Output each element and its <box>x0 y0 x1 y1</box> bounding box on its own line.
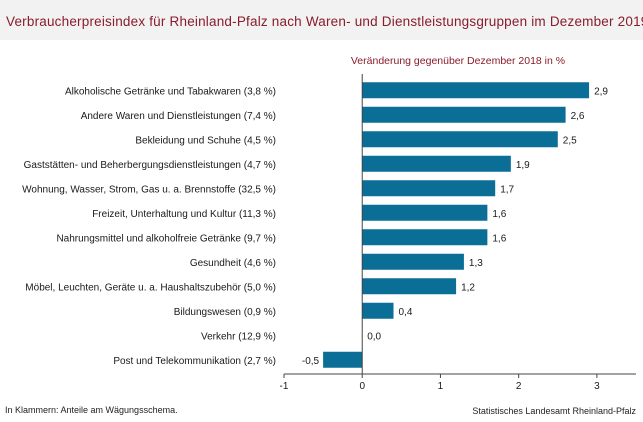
category-label: Bekleidung und Schuhe (4,5 %) <box>135 135 276 146</box>
title-band <box>0 0 643 40</box>
x-tick-label: 0 <box>359 381 365 392</box>
category-label: Bildungswesen (0,9 %) <box>174 307 276 318</box>
chart-title: Verbraucherpreisindex für Rheinland-Pfal… <box>6 14 643 29</box>
category-label: Möbel, Leuchten, Geräte u. a. Haushaltsz… <box>25 282 276 293</box>
value-label: 0,0 <box>367 331 381 342</box>
bar-7 <box>362 253 464 270</box>
bar-9 <box>362 302 394 319</box>
value-label: 2,9 <box>594 86 608 97</box>
value-label: 2,5 <box>563 135 577 146</box>
category-label: Freizeit, Unterhaltung und Kultur (11,3 … <box>92 209 276 220</box>
bar-6 <box>362 229 488 246</box>
footnote: In Klammern: Anteile am Wägungsschema. <box>5 405 178 415</box>
x-tick-label: 2 <box>516 381 522 392</box>
category-label: Nahrungsmittel und alkoholfreie Getränke… <box>56 233 276 244</box>
value-label: 1,6 <box>492 209 506 220</box>
value-label: 1,3 <box>469 258 483 269</box>
bars-layer <box>323 82 590 368</box>
chart-subtitle: Veränderung gegenüber Dezember 2018 in % <box>351 55 565 67</box>
category-label: Gesundheit (4,6 %) <box>190 258 276 269</box>
bar-8 <box>362 278 457 295</box>
x-axis: -1 0 1 2 3 <box>280 74 636 392</box>
value-label: 1,2 <box>461 282 475 293</box>
bar-1 <box>362 106 566 123</box>
category-label: Wohnung, Wasser, Strom, Gas u. a. Brenns… <box>22 184 276 195</box>
category-label: Alkoholische Getränke und Tabakwaren (3,… <box>65 86 276 97</box>
category-label: Gaststätten- und Beherbergungsdienstleis… <box>24 160 276 171</box>
bar-4 <box>362 180 496 197</box>
value-label: 1,7 <box>500 184 514 195</box>
category-label: Post und Telekommunikation (2,7 %) <box>113 356 276 367</box>
category-label: Andere Waren und Dienstleistungen (7,4 %… <box>81 111 276 122</box>
value-label: 1,9 <box>516 160 530 171</box>
bar-3 <box>362 155 511 172</box>
bar-0 <box>362 82 590 99</box>
value-label: 2,6 <box>571 111 585 122</box>
value-label: 1,6 <box>492 233 506 244</box>
category-label: Verkehr (12,9 %) <box>201 331 276 342</box>
labels-layer: Alkoholische Getränke und Tabakwaren (3,… <box>22 86 608 367</box>
x-tick-label: 1 <box>438 381 444 392</box>
value-label: -0,5 <box>302 356 320 367</box>
bar-5 <box>362 204 488 221</box>
value-label: 0,4 <box>399 307 413 318</box>
bar-11 <box>323 351 363 368</box>
x-tick-label: -1 <box>280 381 289 392</box>
x-tick-label: 3 <box>594 381 600 392</box>
bar-2 <box>362 131 558 148</box>
source-note: Statistisches Landesamt Rheinland-Pfalz <box>472 406 636 416</box>
